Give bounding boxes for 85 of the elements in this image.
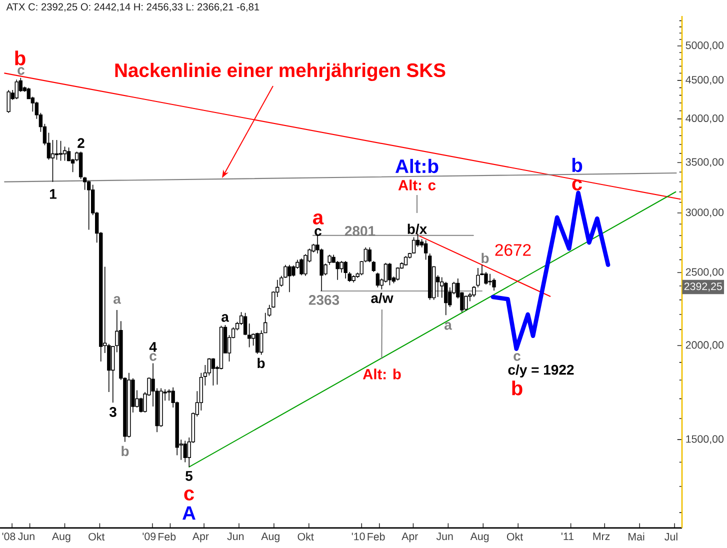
candlestick: [127, 372, 131, 438]
annotation: a: [114, 296, 121, 304]
annotation: 4: [149, 342, 157, 352]
annotation: 2672: [495, 244, 531, 256]
annotation: c: [314, 228, 322, 236]
chart-title: ATX C: 2392,25 O: 2442,14 H: 2456,33 L: 2366,21 -6,81: [6, 3, 260, 12]
annotation: 5: [186, 471, 192, 481]
x-tick-label: Aug: [261, 532, 280, 542]
annotation: Alt: c: [398, 180, 436, 190]
annotation: b: [258, 358, 265, 368]
x-tick-label: Apr: [402, 532, 418, 542]
annotation: c: [572, 180, 582, 190]
annotation: b/x: [408, 224, 428, 234]
x-tick-label: '09: [142, 532, 156, 540]
candlestick: [183, 440, 187, 463]
candlestick: [352, 274, 356, 283]
candlestick: [288, 264, 292, 293]
candlestick: [444, 281, 448, 316]
annotation: 1: [50, 189, 56, 199]
x-tick-label: Mai: [628, 532, 644, 540]
x-tick-label: Jun: [436, 532, 453, 540]
annotation: b: [122, 446, 129, 456]
annotation: c/y = 1922: [508, 364, 574, 378]
x-tick-label: Okt: [88, 532, 105, 540]
y-tick-label: 4500,00: [686, 76, 724, 85]
x-tick-label: Apr: [192, 532, 209, 542]
annotation: Alt:b: [395, 158, 438, 174]
candlestick: [78, 151, 83, 180]
x-tick-label: Okt: [298, 532, 314, 540]
annotation: c: [150, 353, 156, 361]
annotation: 2392,25: [684, 282, 722, 292]
annotation: 3: [109, 407, 116, 417]
candlestick: [243, 312, 248, 336]
y-tick-label: 1500,00: [686, 435, 724, 444]
x-tick-label: Jul: [664, 532, 678, 540]
candlestick: [14, 79, 18, 100]
candlestick: [260, 330, 264, 356]
x-tick-label: Okt: [506, 532, 523, 540]
annotation: 2: [78, 138, 84, 148]
candlestick: [255, 332, 260, 354]
annotation: a: [444, 322, 452, 330]
annotation: b: [15, 50, 26, 66]
annotation: Nackenlinie einer mehrjährigen SKS: [115, 62, 446, 82]
x-tick-label: Feb: [158, 532, 176, 540]
x-tick-label: '11: [561, 532, 574, 540]
candlestick: [428, 253, 432, 300]
y-tick-label: 5000,00: [686, 42, 724, 50]
annotation: c: [514, 353, 520, 361]
x-tick-label: '10: [352, 532, 365, 540]
candlestick: [6, 90, 10, 114]
candlestick: [368, 247, 372, 263]
line-series: [490, 190, 610, 352]
y-tick-label: 2500,00: [686, 268, 724, 277]
y-tick-label: 2000,00: [686, 341, 724, 350]
candlestick: [344, 260, 348, 279]
annotation: A: [182, 506, 196, 520]
annotation: b: [482, 252, 489, 264]
annotation: a/w: [371, 292, 394, 304]
annotation: Alt: b: [362, 368, 401, 380]
annotation: b: [512, 380, 522, 396]
candlestick: [424, 240, 428, 260]
x-tick-label: Aug: [52, 532, 70, 542]
y-tick-label: 3000,00: [686, 208, 724, 218]
annotation: 2363: [308, 295, 340, 305]
candlestick: [464, 295, 468, 312]
y-tick-label: 4000,00: [686, 114, 724, 124]
x-tick-label: '08: [2, 532, 16, 540]
annotation: a: [222, 314, 229, 322]
x-tick-label: Jun: [227, 532, 244, 540]
y-tick-label: 3500,00: [686, 158, 724, 167]
x-tick-label: Jun: [18, 532, 34, 540]
annotation: b: [572, 158, 582, 172]
candlestick: [404, 256, 408, 266]
candlestick: [492, 278, 496, 291]
candlestick: [376, 272, 380, 288]
x-tick-label: Feb: [368, 532, 385, 540]
annotation: a: [313, 214, 324, 224]
x-tick-label: Aug: [470, 532, 489, 542]
candlestick: [300, 258, 304, 276]
annotation: 2801: [344, 226, 376, 236]
candlestick: [372, 260, 376, 272]
annotation: c: [18, 67, 24, 75]
candlestick: [388, 262, 392, 286]
annotation: c: [184, 490, 194, 500]
x-tick-label: Mrz: [593, 532, 610, 540]
